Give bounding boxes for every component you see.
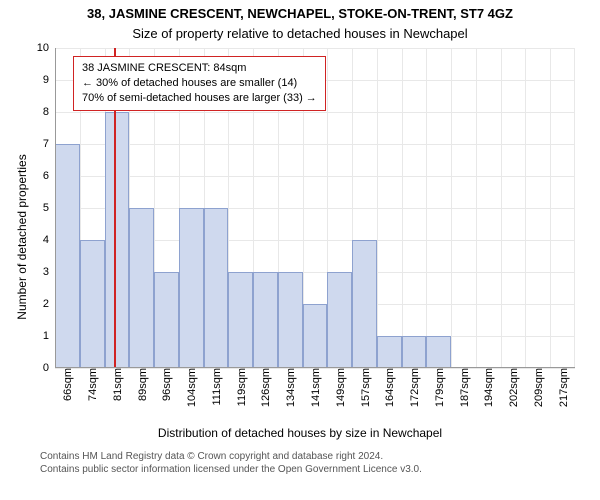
x-tick-label: 111sqm bbox=[209, 368, 223, 406]
footer-line-1: Contains HM Land Registry data © Crown c… bbox=[40, 450, 600, 463]
y-tick-label: 3 bbox=[43, 266, 55, 278]
y-tick-label: 7 bbox=[43, 138, 55, 150]
x-tick-label: 149sqm bbox=[333, 368, 347, 407]
gridline-v bbox=[377, 48, 378, 368]
gridline-v bbox=[550, 48, 551, 368]
x-tick-label: 209sqm bbox=[531, 368, 545, 407]
x-tick-label: 194sqm bbox=[481, 368, 495, 407]
y-axis-line bbox=[55, 48, 56, 368]
histogram-bar bbox=[154, 272, 179, 368]
histogram-bar bbox=[55, 144, 80, 368]
histogram-bar bbox=[278, 272, 303, 368]
x-tick-label: 202sqm bbox=[506, 368, 520, 407]
gridline-h bbox=[55, 112, 575, 113]
x-tick-label: 74sqm bbox=[85, 368, 99, 401]
histogram-bar bbox=[303, 304, 328, 368]
x-tick-label: 81sqm bbox=[110, 368, 124, 401]
histogram-bar bbox=[402, 336, 427, 368]
gridline-v bbox=[402, 48, 403, 368]
x-tick-label: 172sqm bbox=[407, 368, 421, 407]
y-tick-label: 9 bbox=[43, 74, 55, 86]
chart-subtitle: Size of property relative to detached ho… bbox=[0, 26, 600, 41]
gridline-v bbox=[525, 48, 526, 368]
y-tick-label: 10 bbox=[37, 42, 55, 54]
annotation-line-1: 38 JASMINE CRESCENT: 84sqm bbox=[82, 61, 317, 76]
annotation-box: 38 JASMINE CRESCENT: 84sqm ← 30% of deta… bbox=[73, 56, 326, 111]
gridline-h bbox=[55, 48, 575, 49]
x-tick-label: 89sqm bbox=[135, 368, 149, 401]
histogram-bar bbox=[327, 272, 352, 368]
y-tick-label: 8 bbox=[43, 106, 55, 118]
plot-area: 01234567891066sqm74sqm81sqm89sqm96sqm104… bbox=[55, 48, 575, 368]
gridline-v bbox=[451, 48, 452, 368]
y-tick-label: 5 bbox=[43, 202, 55, 214]
histogram-bar bbox=[352, 240, 377, 368]
gridline-v bbox=[574, 48, 575, 368]
x-tick-label: 126sqm bbox=[258, 368, 272, 407]
histogram-bar bbox=[253, 272, 278, 368]
footer-line-2: Contains public sector information licen… bbox=[40, 463, 600, 476]
histogram-bar bbox=[426, 336, 451, 368]
gridline-h bbox=[55, 144, 575, 145]
x-tick-label: 119sqm bbox=[234, 368, 248, 406]
histogram-bar bbox=[80, 240, 105, 368]
chart-container: { "header": { "address": "38, JASMINE CR… bbox=[0, 0, 600, 500]
histogram-bar bbox=[377, 336, 402, 368]
y-tick-label: 2 bbox=[43, 298, 55, 310]
x-tick-label: 157sqm bbox=[358, 368, 372, 407]
footer: Contains HM Land Registry data © Crown c… bbox=[40, 450, 600, 476]
x-axis-line bbox=[55, 367, 575, 368]
x-tick-label: 141sqm bbox=[308, 368, 322, 407]
histogram-bar bbox=[105, 112, 130, 368]
histogram-bar bbox=[228, 272, 253, 368]
y-tick-label: 4 bbox=[43, 234, 55, 246]
x-axis-label: Distribution of detached houses by size … bbox=[0, 426, 600, 440]
gridline-v bbox=[476, 48, 477, 368]
x-tick-label: 217sqm bbox=[556, 368, 570, 407]
gridline-h bbox=[55, 176, 575, 177]
x-tick-label: 187sqm bbox=[457, 368, 471, 407]
histogram-bar bbox=[179, 208, 204, 368]
x-tick-label: 164sqm bbox=[382, 368, 396, 407]
histogram-bar bbox=[204, 208, 229, 368]
x-tick-label: 179sqm bbox=[432, 368, 446, 407]
chart-title-address: 38, JASMINE CRESCENT, NEWCHAPEL, STOKE-O… bbox=[0, 6, 600, 21]
x-tick-label: 104sqm bbox=[184, 368, 198, 407]
annotation-line-3: 70% of semi-detached houses are larger (… bbox=[82, 91, 317, 106]
y-tick-label: 0 bbox=[43, 362, 55, 374]
x-tick-label: 96sqm bbox=[159, 368, 173, 401]
histogram-bar bbox=[129, 208, 154, 368]
y-tick-label: 6 bbox=[43, 170, 55, 182]
x-tick-label: 66sqm bbox=[60, 368, 74, 401]
y-axis-label: Number of detached properties bbox=[15, 77, 29, 397]
y-tick-label: 1 bbox=[43, 330, 55, 342]
gridline-v bbox=[426, 48, 427, 368]
annotation-line-2: ← 30% of detached houses are smaller (14… bbox=[82, 76, 317, 91]
gridline-v bbox=[501, 48, 502, 368]
x-tick-label: 134sqm bbox=[283, 368, 297, 407]
